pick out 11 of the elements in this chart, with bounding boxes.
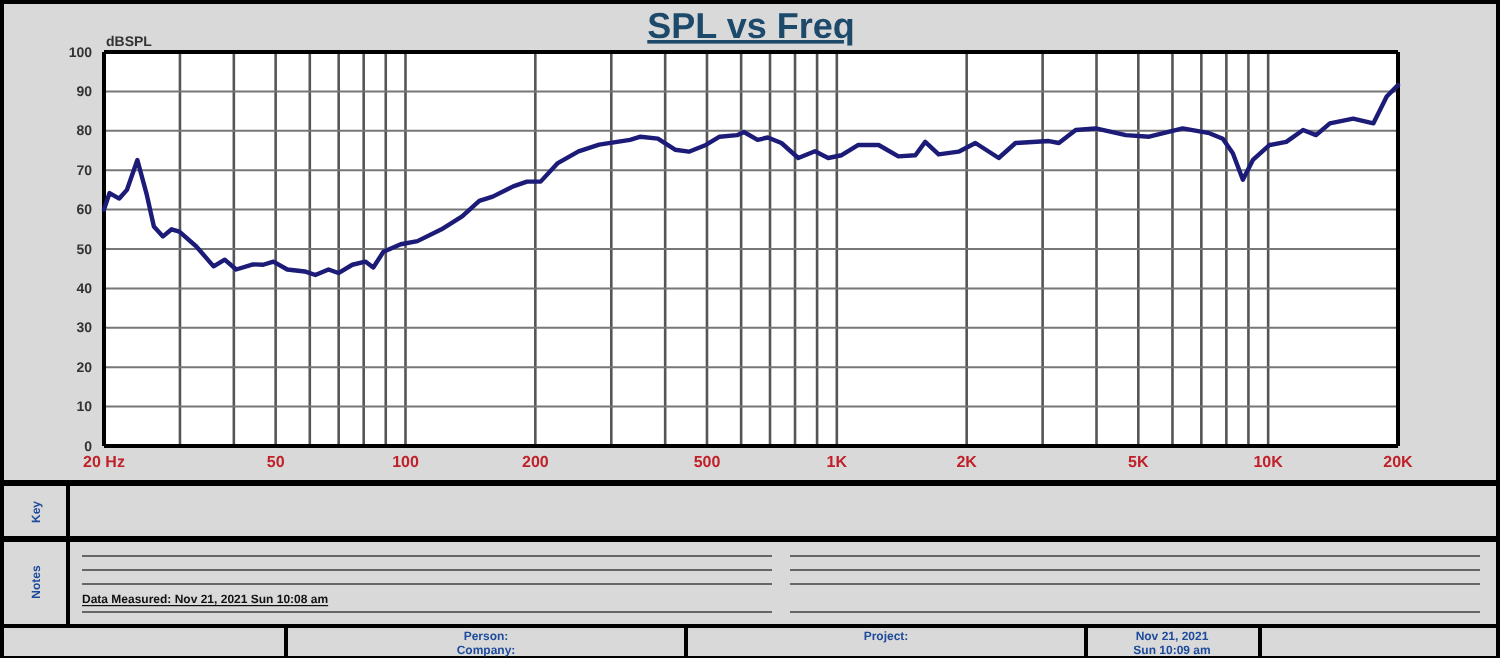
x-tick-label: 50 — [266, 453, 286, 472]
x-tick-label: 20K — [1383, 453, 1414, 472]
x-tick-label: 500 — [693, 453, 722, 472]
x-tick-label: 100 — [392, 453, 420, 472]
x-tick-label: 200 — [521, 453, 550, 472]
x-tick-label: 20 Hz — [83, 453, 125, 472]
x-tick-label: 1K — [826, 453, 848, 472]
chart-title: SPL vs Freq — [647, 6, 855, 46]
x-tick-label: 10K — [1253, 453, 1284, 472]
x-tick-label: 5K — [1128, 453, 1149, 472]
x-tick-label: 2K — [956, 453, 978, 472]
